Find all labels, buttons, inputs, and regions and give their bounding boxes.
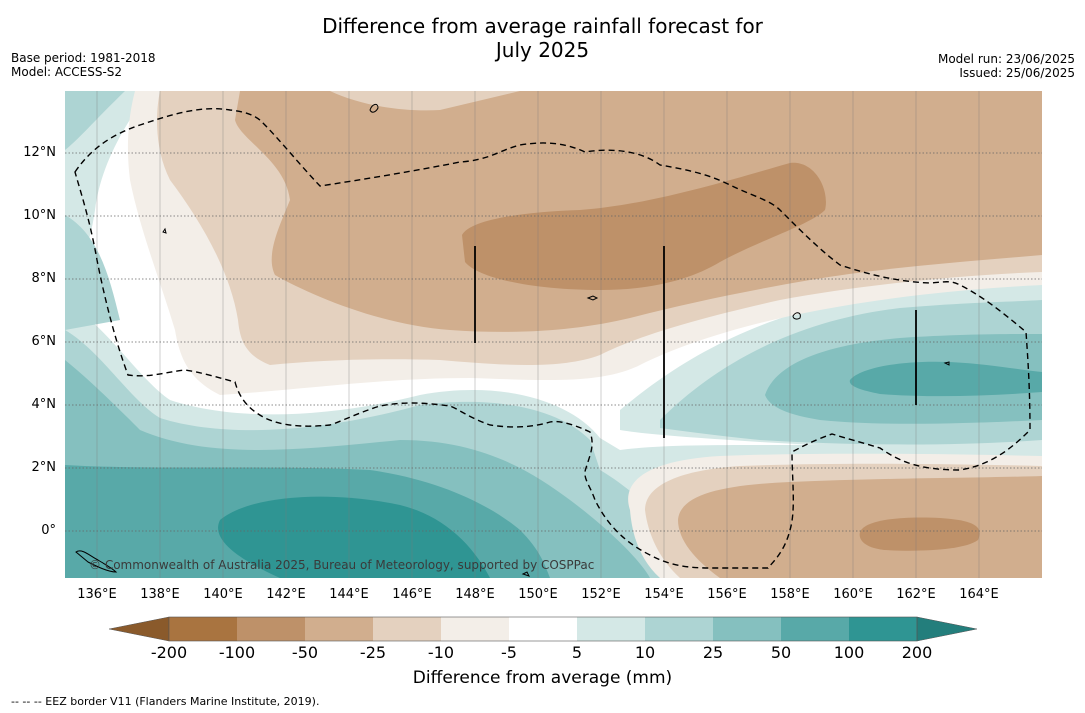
- lon-tick-label: 150°E: [518, 587, 558, 602]
- colorbar-box: [169, 617, 237, 641]
- colorbar-box: [237, 617, 305, 641]
- colorbar-label: -10: [427, 643, 455, 662]
- lon-tick-label: 136°E: [77, 587, 117, 602]
- map-area: [65, 91, 1042, 578]
- lon-tick-label: 138°E: [140, 587, 180, 602]
- lon-tick-label: 156°E: [707, 587, 747, 602]
- lat-tick-label: 6°N: [31, 334, 57, 349]
- lat-tick-label: 4°N: [31, 397, 57, 412]
- colorbar-label: 200: [901, 643, 933, 662]
- lon-tick-label: 142°E: [266, 587, 306, 602]
- lon-tick-label: 158°E: [770, 587, 810, 602]
- lon-tick-label: 140°E: [203, 587, 243, 602]
- colorbar-box: [441, 617, 509, 641]
- lon-tick-label: 154°E: [644, 587, 684, 602]
- colorbar-extend-high: [916, 616, 978, 642]
- west-corner-contour-10-25: [65, 91, 125, 150]
- base-period-label: Base period: 1981-2018: [11, 51, 156, 65]
- title-line-1: Difference from average rainfall forecas…: [322, 14, 763, 38]
- colorbar-box: [849, 617, 917, 641]
- colorbar: [108, 616, 978, 642]
- colorbar-label: -200: [150, 643, 188, 662]
- colorbar-label: 100: [833, 643, 865, 662]
- colorbar-title: Difference from average (mm): [412, 668, 673, 688]
- colorbar-label: 50: [770, 643, 792, 662]
- map-title: Difference from average rainfall forecas…: [0, 14, 1085, 62]
- lon-tick-label: 164°E: [959, 587, 999, 602]
- lon-tick-label: 162°E: [896, 587, 936, 602]
- lon-tick-label: 152°E: [581, 587, 621, 602]
- east-contour-50-100: [849, 361, 1042, 397]
- lat-tick-label: 8°N: [31, 271, 57, 286]
- rainfall-contour-minus50-minus100: [462, 162, 826, 290]
- issued-label: Issued: 25/06/2025: [959, 66, 1075, 80]
- lat-tick-label: 2°N: [31, 460, 57, 475]
- colorbar-box: [373, 617, 441, 641]
- colorbar-box: [713, 617, 781, 641]
- lon-tick-label: 146°E: [392, 587, 432, 602]
- meta-right: Model run: 23/06/2025 Issued: 25/06/2025: [938, 52, 1075, 80]
- colorbar-box: [305, 617, 373, 641]
- colorbar-label: 10: [634, 643, 656, 662]
- colorbar-label: -25: [359, 643, 387, 662]
- title-line-2: July 2025: [495, 38, 590, 62]
- colorbar-label: -100: [218, 643, 256, 662]
- colorbar-label: -50: [291, 643, 319, 662]
- se-contour-minus25-minus50: [678, 476, 1042, 578]
- lat-tick-label: 12°N: [23, 145, 56, 160]
- lat-tick-label: 10°N: [23, 208, 56, 223]
- lat-tick-label: 0°: [41, 523, 56, 538]
- west-corner-contour-5-10: [65, 91, 150, 280]
- colorbar-box: [509, 617, 577, 641]
- lon-tick-label: 160°E: [833, 587, 873, 602]
- colorbar-box: [645, 617, 713, 641]
- eez-border: [74, 107, 1031, 569]
- colorbar-label: -5: [501, 643, 517, 662]
- copyright-text: © Commonwealth of Australia 2025, Bureau…: [89, 558, 595, 572]
- model-label: Model: ACCESS-S2: [11, 65, 123, 79]
- model-run-label: Model run: 23/06/2025: [937, 52, 1075, 66]
- eez-footnote: -- -- -- EEZ border V11 (Flanders Marine…: [11, 695, 320, 708]
- meta-left: Base period: 1981-2018 Model: ACCESS-S2: [11, 51, 156, 79]
- se-contour-minus50-minus100: [859, 517, 980, 551]
- colorbar-label: 25: [702, 643, 724, 662]
- colorbar-extend-low: [108, 616, 170, 642]
- lon-tick-label: 148°E: [455, 587, 495, 602]
- colorbar-label: 5: [571, 643, 583, 662]
- small-islands: [75, 103, 950, 577]
- colorbar-box: [781, 617, 849, 641]
- lon-tick-label: 144°E: [329, 587, 369, 602]
- colorbar-box: [577, 617, 645, 641]
